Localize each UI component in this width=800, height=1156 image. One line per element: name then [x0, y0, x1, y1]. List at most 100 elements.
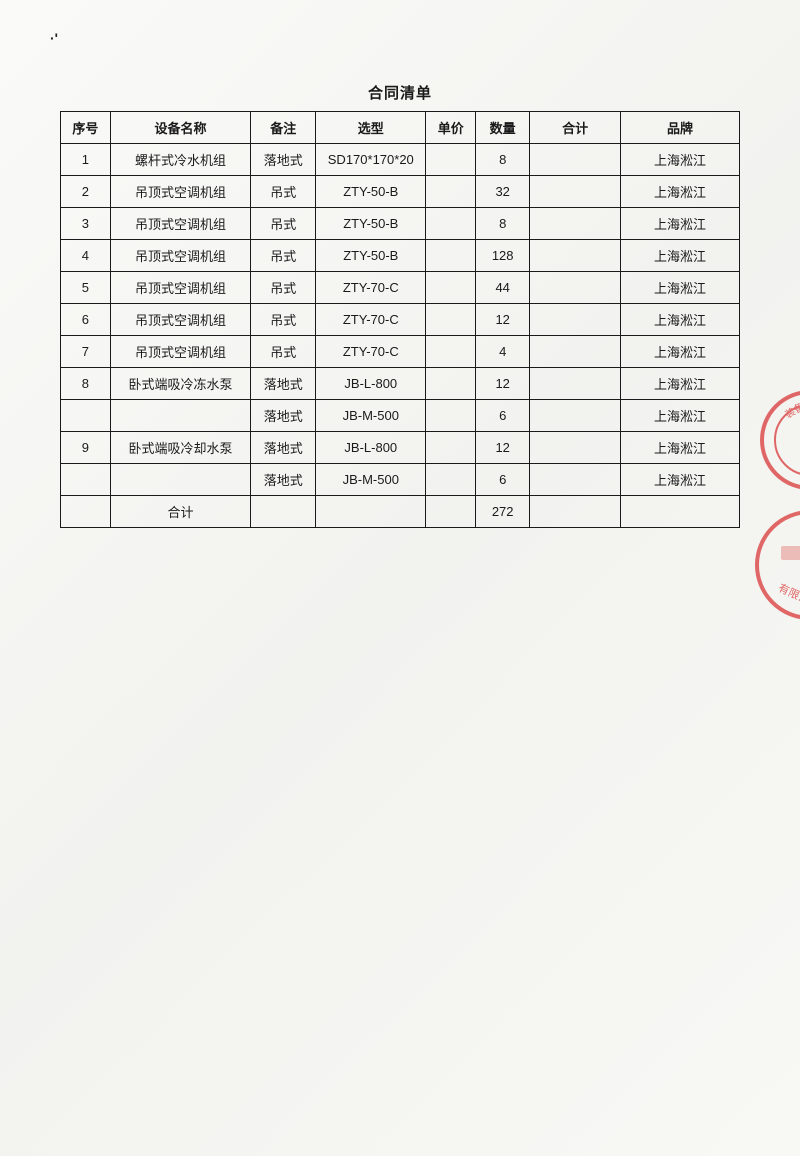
cell-name: 合计: [110, 496, 251, 528]
cell-qty: 12: [476, 304, 530, 336]
cell-qty: 8: [476, 144, 530, 176]
cell-note: 落地式: [251, 464, 316, 496]
col-header-note: 备注: [251, 112, 316, 144]
table-row: 2吊顶式空调机组吊式ZTY-50-B32上海淞江: [61, 176, 740, 208]
cell-total: [530, 304, 621, 336]
cell-brand: 上海淞江: [621, 272, 740, 304]
col-header-seq: 序号: [61, 112, 111, 144]
cell-note: 吊式: [251, 208, 316, 240]
table-header-row: 序号 设备名称 备注 选型 单价 数量 合计 品牌: [61, 112, 740, 144]
cell-total: [530, 272, 621, 304]
cell-total: [530, 432, 621, 464]
cell-model: JB-L-800: [316, 432, 426, 464]
cell-qty: 128: [476, 240, 530, 272]
cell-qty: 44: [476, 272, 530, 304]
cell-model: ZTY-70-C: [316, 272, 426, 304]
cell-qty: 6: [476, 464, 530, 496]
cell-price: [426, 176, 476, 208]
table-row: 合计 272: [61, 496, 740, 528]
cell-model: [316, 496, 426, 528]
cell-total: [530, 336, 621, 368]
cell-name: 吊顶式空调机组: [110, 240, 251, 272]
table-row: 9卧式端吸冷却水泵落地式JB-L-80012上海淞江: [61, 432, 740, 464]
cell-name: 卧式端吸冷冻水泵: [110, 368, 251, 400]
col-header-total: 合计: [530, 112, 621, 144]
table-row: 7吊顶式空调机组吊式ZTY-70-C4上海淞江: [61, 336, 740, 368]
cell-model: ZTY-70-C: [316, 304, 426, 336]
cell-qty: 32: [476, 176, 530, 208]
table-row: 落地式JB-M-5006上海淞江: [61, 464, 740, 496]
cell-seq: 2: [61, 176, 111, 208]
cell-model: ZTY-70-C: [316, 336, 426, 368]
cell-brand: 上海淞江: [621, 144, 740, 176]
cell-brand: 上海淞江: [621, 432, 740, 464]
cell-brand: 上海淞江: [621, 400, 740, 432]
cell-note: 吊式: [251, 240, 316, 272]
cell-qty: 272: [476, 496, 530, 528]
cell-price: [426, 272, 476, 304]
cell-price: [426, 144, 476, 176]
cell-total: [530, 176, 621, 208]
cell-model: SD170*170*20: [316, 144, 426, 176]
cell-seq: [61, 400, 111, 432]
cell-qty: 8: [476, 208, 530, 240]
table-row: 4吊顶式空调机组吊式ZTY-50-B128上海淞江: [61, 240, 740, 272]
table-row: 5吊顶式空调机组吊式ZTY-70-C44上海淞江: [61, 272, 740, 304]
cell-name: 螺杆式冷水机组: [110, 144, 251, 176]
cell-model: ZTY-50-B: [316, 176, 426, 208]
cell-model: JB-M-500: [316, 464, 426, 496]
table-row: 1螺杆式冷水机组落地式SD170*170*208上海淞江: [61, 144, 740, 176]
cell-seq: 3: [61, 208, 111, 240]
document-title: 合同清单: [60, 82, 740, 103]
col-header-name: 设备名称: [110, 112, 251, 144]
cell-note: [251, 496, 316, 528]
cell-brand: 上海淞江: [621, 336, 740, 368]
corner-mark: ·': [50, 30, 58, 46]
cell-name: [110, 464, 251, 496]
cell-price: [426, 368, 476, 400]
table-row: 8卧式端吸冷冻水泵落地式JB-L-80012上海淞江: [61, 368, 740, 400]
col-header-qty: 数量: [476, 112, 530, 144]
cell-total: [530, 208, 621, 240]
cell-model: ZTY-50-B: [316, 240, 426, 272]
cell-note: 吊式: [251, 336, 316, 368]
cell-model: JB-M-500: [316, 400, 426, 432]
cell-name: [110, 400, 251, 432]
col-header-brand: 品牌: [621, 112, 740, 144]
stamp-text: 装备: [782, 398, 800, 421]
table-row: 6吊顶式空调机组吊式ZTY-70-C12上海淞江: [61, 304, 740, 336]
cell-name: 吊顶式空调机组: [110, 176, 251, 208]
cell-brand: 上海淞江: [621, 304, 740, 336]
col-header-model: 选型: [316, 112, 426, 144]
cell-note: 吊式: [251, 176, 316, 208]
cell-brand: [621, 496, 740, 528]
cell-total: [530, 144, 621, 176]
cell-seq: [61, 464, 111, 496]
cell-total: [530, 240, 621, 272]
cell-brand: 上海淞江: [621, 368, 740, 400]
cell-note: 吊式: [251, 272, 316, 304]
contract-list-table: 序号 设备名称 备注 选型 单价 数量 合计 品牌 1螺杆式冷水机组落地式SD1…: [60, 111, 740, 528]
cell-qty: 12: [476, 432, 530, 464]
cell-note: 落地式: [251, 368, 316, 400]
cell-brand: 上海淞江: [621, 208, 740, 240]
cell-qty: 12: [476, 368, 530, 400]
cell-note: 吊式: [251, 304, 316, 336]
cell-seq: 7: [61, 336, 111, 368]
cell-total: [530, 496, 621, 528]
cell-name: 吊顶式空调机组: [110, 208, 251, 240]
table-row: 落地式JB-M-5006上海淞江: [61, 400, 740, 432]
cell-note: 落地式: [251, 432, 316, 464]
cell-note: 落地式: [251, 400, 316, 432]
cell-seq: 5: [61, 272, 111, 304]
cell-price: [426, 432, 476, 464]
cell-seq: 8: [61, 368, 111, 400]
cell-note: 落地式: [251, 144, 316, 176]
cell-qty: 4: [476, 336, 530, 368]
cell-price: [426, 208, 476, 240]
cell-seq: [61, 496, 111, 528]
cell-seq: 6: [61, 304, 111, 336]
cell-brand: 上海淞江: [621, 240, 740, 272]
cell-total: [530, 400, 621, 432]
cell-price: [426, 336, 476, 368]
